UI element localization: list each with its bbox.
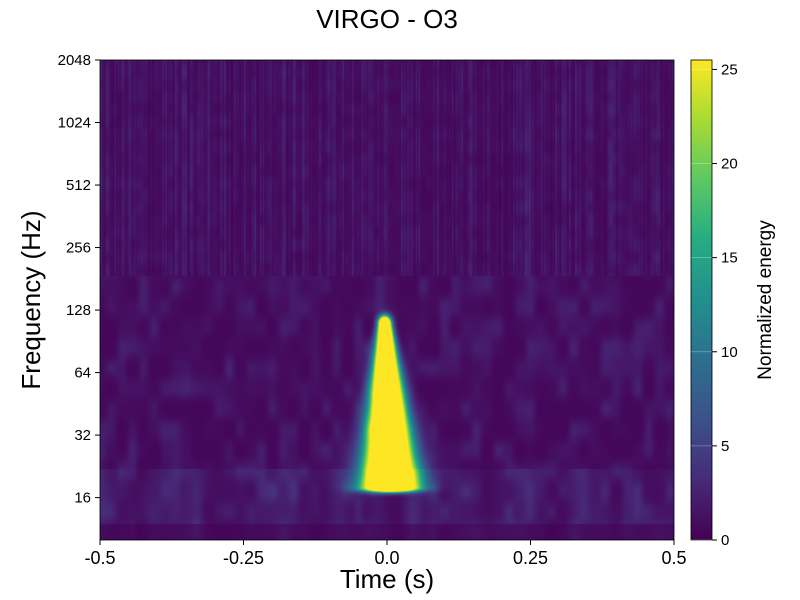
x-tick-label: 0.0 <box>374 548 399 568</box>
colorbar-ticks: 0 5 10 15 20 25 <box>691 61 738 549</box>
x-tick-label: 0.25 <box>513 548 548 568</box>
colorbar-tick-label: 0 <box>721 532 729 549</box>
x-tick-label: 0.5 <box>661 548 686 568</box>
colorbar-fill <box>691 60 712 540</box>
x-tick-label: -0.5 <box>84 548 115 568</box>
y-tick-label: 128 <box>66 302 91 319</box>
x-tick-label: -0.25 <box>223 548 264 568</box>
chart-title: VIRGO - O3 <box>316 4 458 34</box>
y-tick-label: 32 <box>74 427 91 444</box>
colorbar-tick-label: 25 <box>721 61 738 78</box>
colorbar: 0 5 10 15 20 25 Normalized energy <box>690 59 776 549</box>
y-tick-label: 256 <box>66 240 91 257</box>
x-axis: -0.5 -0.25 0.0 0.25 0.5 <box>84 540 687 568</box>
colorbar-tick-label: 10 <box>721 344 738 361</box>
spectrogram-image <box>100 60 674 540</box>
plot-area <box>99 59 675 541</box>
colorbar-tick-label: 5 <box>721 438 729 455</box>
y-tick-label: 1024 <box>58 115 91 132</box>
y-axis: 16 32 64 128 256 512 1024 2048 <box>58 52 100 507</box>
colorbar-tick-label: 15 <box>721 250 738 267</box>
y-axis-label: Frequency (Hz) <box>16 210 46 389</box>
y-tick-label: 2048 <box>58 52 91 69</box>
y-tick-label: 64 <box>74 365 91 382</box>
y-tick-label: 512 <box>66 177 91 194</box>
colorbar-tick-label: 20 <box>721 156 738 173</box>
y-tick-label: 16 <box>74 490 91 507</box>
x-axis-label: Time (s) <box>340 564 434 594</box>
colorbar-frame <box>690 59 713 541</box>
colorbar-label: Normalized energy <box>755 220 776 380</box>
